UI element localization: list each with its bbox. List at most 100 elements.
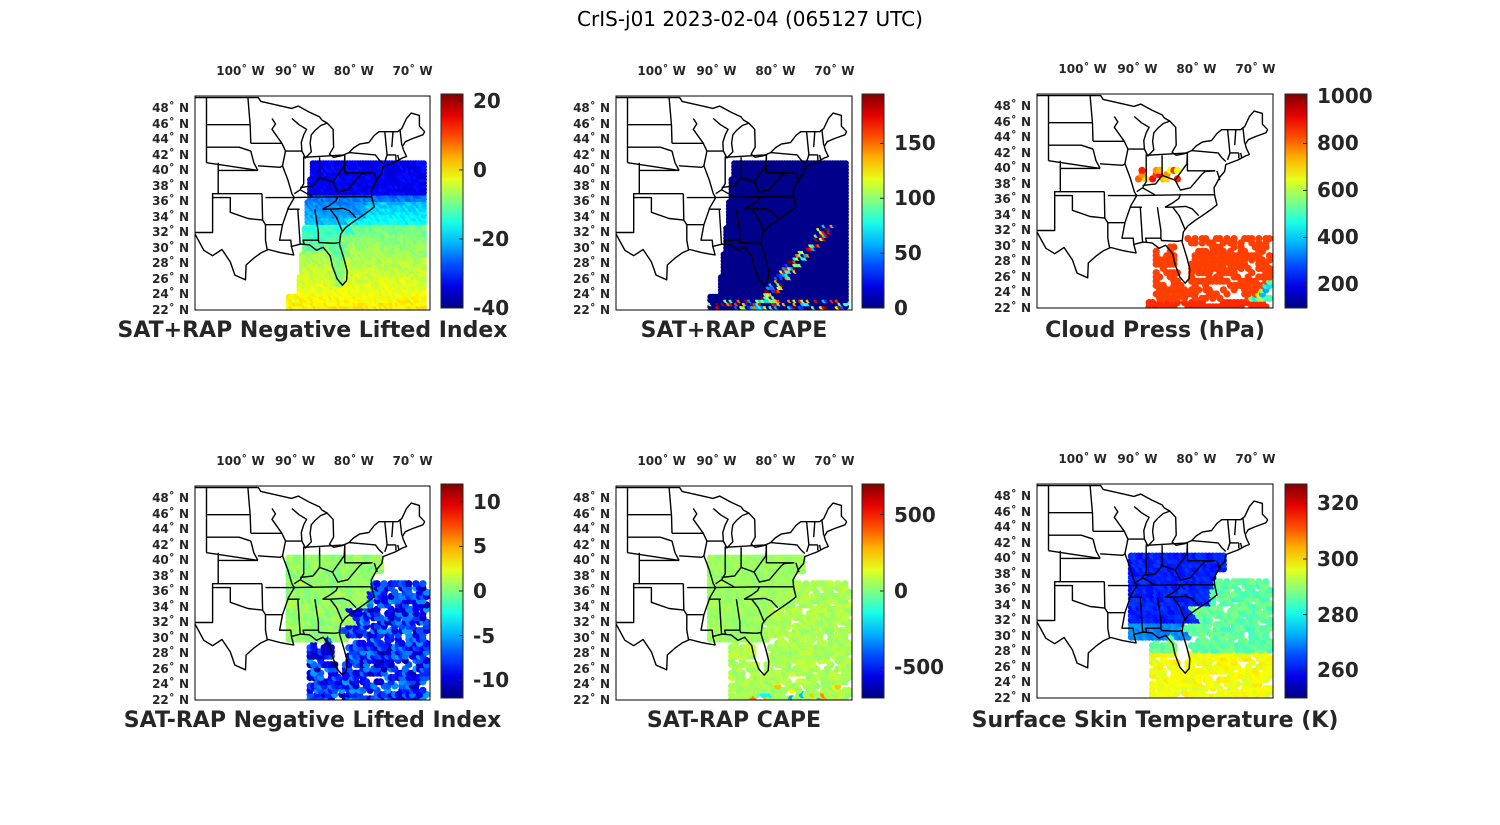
colorbar-tick-label: 300 <box>1317 547 1359 572</box>
lat-tick-label: 22˚ N <box>152 693 189 707</box>
lat-tick-label: 40˚ N <box>152 163 189 178</box>
lat-tick-label: 30˚ N <box>994 628 1031 643</box>
lon-tick-label: 100˚ W <box>216 64 265 78</box>
lat-tick-label: 42˚ N <box>152 537 189 552</box>
lat-tick-label: 22˚ N <box>152 303 189 317</box>
lon-tick-label: 70˚ W <box>1235 62 1276 76</box>
colorbar-tick-label: 0 <box>473 579 487 603</box>
colorbar-tick-label: 0 <box>473 157 487 182</box>
map-panel-6: 100˚ W 90˚ W 80˚ W 70˚ W 48˚ N 46˚ N 44˚ N 42˚ … <box>972 448 1450 778</box>
lat-tick-label: 26˚ N <box>994 269 1031 284</box>
lat-tick-label: 24˚ N <box>994 285 1031 300</box>
lat-tick-label: 38˚ N <box>152 178 189 193</box>
lat-tick-label: 34˚ N <box>573 599 610 614</box>
state-boundaries <box>1037 94 1269 284</box>
lon-tick-label: 80˚ W <box>1176 452 1217 466</box>
lat-tick-label: 24˚ N <box>573 287 610 302</box>
lat-tick-label: 48˚ N <box>573 101 610 116</box>
lon-tick-label: 80˚ W <box>1176 62 1217 76</box>
lat-tick-label: 22˚ N <box>573 303 610 317</box>
lat-tick-label: 32˚ N <box>152 225 189 240</box>
lat-tick-label: 26˚ N <box>152 661 189 676</box>
lat-tick-label: 22˚ N <box>573 693 610 707</box>
lon-tick-label: 100˚ W <box>1058 452 1107 466</box>
lon-tick-label: 80˚ W <box>755 454 796 468</box>
map-panel-5: 100˚ W 90˚ W 80˚ W 70˚ W 48˚ N 46˚ N 44˚ N 42˚ … <box>570 450 1030 780</box>
lat-tick-label: 36˚ N <box>152 584 189 599</box>
lon-tick-label: 100˚ W <box>1058 62 1107 76</box>
colorbar-tick-label: 260 <box>1317 658 1359 683</box>
colorbar-tick-label: 20 <box>473 88 501 113</box>
lat-tick-label: 30˚ N <box>152 630 189 645</box>
state-boundaries <box>1037 484 1269 674</box>
lon-tick-label: 100˚ W <box>637 64 686 78</box>
lat-tick-label: 24˚ N <box>573 677 610 692</box>
lat-tick-label: 36˚ N <box>573 584 610 599</box>
lat-tick-label: 34˚ N <box>994 207 1031 222</box>
data-swath <box>285 554 430 700</box>
lat-tick-label: 28˚ N <box>994 254 1031 269</box>
lat-tick-label: 38˚ N <box>994 566 1031 581</box>
lat-tick-label: 24˚ N <box>152 677 189 692</box>
lat-tick-label: 46˚ N <box>573 506 610 521</box>
map-plot <box>194 483 464 701</box>
lon-tick-label: 100˚ W <box>216 454 265 468</box>
state-boundaries <box>616 486 848 676</box>
lon-tick-label: 70˚ W <box>814 64 855 78</box>
lat-tick-label: 46˚ N <box>573 116 610 131</box>
lat-tick-label: 26˚ N <box>573 271 610 286</box>
lat-tick-label: 28˚ N <box>573 256 610 271</box>
lat-tick-label: 46˚ N <box>152 116 189 131</box>
lat-tick-label: 22˚ N <box>994 691 1031 705</box>
lat-tick-label: 48˚ N <box>994 489 1031 504</box>
lat-tick-label: 40˚ N <box>573 163 610 178</box>
lat-tick-label: 32˚ N <box>573 615 610 630</box>
colorbar-tick-label: -10 <box>473 668 510 693</box>
map-panel-1: 100˚ W 90˚ W 80˚ W 70˚ W 48˚ N 46˚ N 44˚ N 42˚ … <box>118 60 610 390</box>
lon-tick-label: 90˚ W <box>1117 452 1158 466</box>
colorbar-tick-label: 0 <box>894 579 908 603</box>
map-plot <box>1036 483 1308 699</box>
colorbar-tick-label: -500 <box>894 655 945 680</box>
map-panel-3: 100˚ W 90˚ W 80˚ W 70˚ W 48˚ N 46˚ N 44˚ N 42˚ … <box>990 58 1450 388</box>
state-boundaries <box>195 486 426 676</box>
lat-tick-label: 44˚ N <box>573 132 610 147</box>
lat-tick-label: 40˚ N <box>573 553 610 568</box>
colorbar <box>861 93 885 309</box>
lat-tick-label: 38˚ N <box>152 568 189 583</box>
lat-tick-label: 38˚ N <box>573 178 610 193</box>
lat-tick-label: 36˚ N <box>994 192 1031 207</box>
lat-tick-label: 44˚ N <box>152 132 189 147</box>
map-panel-2: 100˚ W 90˚ W 80˚ W 70˚ W 48˚ N 46˚ N 44˚ N 42˚ … <box>570 60 1030 390</box>
lon-tick-label: 90˚ W <box>696 64 737 78</box>
lat-tick-label: 22˚ N <box>994 301 1031 315</box>
colorbar-tick-label: 150 <box>894 131 936 156</box>
panel-title: SAT-RAP CAPE <box>646 708 822 733</box>
lat-tick-label: 48˚ N <box>152 101 189 116</box>
figure-title: CrIS-j01 2023-02-04 (065127 UTC) <box>577 7 923 31</box>
lon-tick-label: 70˚ W <box>392 64 433 78</box>
map-plot <box>615 483 885 701</box>
lat-tick-label: 30˚ N <box>573 240 610 255</box>
lat-tick-label: 46˚ N <box>994 114 1031 129</box>
lat-tick-label: 34˚ N <box>152 599 189 614</box>
lat-tick-label: 44˚ N <box>573 522 610 537</box>
lat-tick-label: 48˚ N <box>994 99 1031 114</box>
lat-tick-label: 24˚ N <box>152 287 189 302</box>
panel-title: Cloud Press (hPa) <box>1045 318 1265 343</box>
panel-title: SAT+RAP Negative Lifted Index <box>117 318 508 343</box>
lat-tick-label: 30˚ N <box>573 630 610 645</box>
data-swath <box>707 160 849 310</box>
colorbar-tick-label: 10 <box>473 489 501 514</box>
lon-tick-label: 80˚ W <box>755 64 796 78</box>
lat-tick-label: 38˚ N <box>994 176 1031 191</box>
lat-tick-label: 44˚ N <box>994 520 1031 535</box>
state-boundaries <box>616 96 848 286</box>
lat-tick-label: 46˚ N <box>152 506 189 521</box>
lat-tick-label: 28˚ N <box>152 646 189 661</box>
colorbar-tick-label: -20 <box>473 226 510 251</box>
lat-tick-label: 42˚ N <box>994 145 1031 160</box>
map-plot <box>615 93 885 311</box>
lat-tick-label: 32˚ N <box>152 615 189 630</box>
lon-tick-label: 90˚ W <box>1117 62 1158 76</box>
